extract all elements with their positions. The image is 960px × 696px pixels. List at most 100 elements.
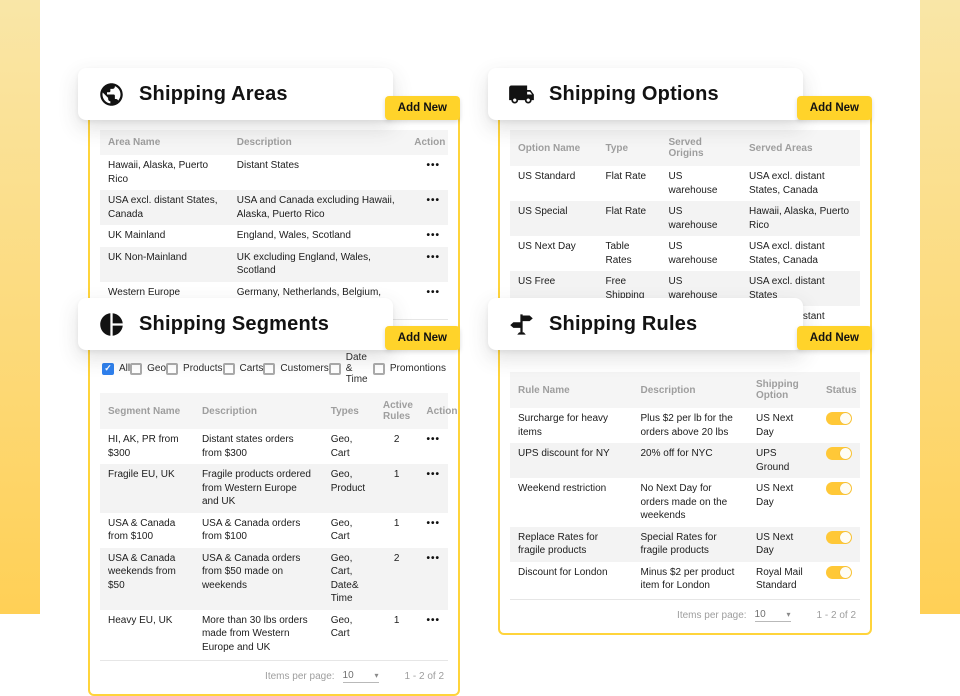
- table-row: USA & Canada weekends from $50 USA & Cana…: [100, 547, 448, 610]
- shipping-segments-card: All Geo Products Carts Customers Date & …: [88, 330, 460, 696]
- checkbox-icon[interactable]: [222, 362, 235, 375]
- shipping-segments-header: Shipping Segments: [78, 298, 393, 350]
- active-rules-count: 2: [374, 547, 419, 610]
- area-description: Distant States: [236, 160, 300, 171]
- filter-geo[interactable]: Geo: [130, 362, 166, 375]
- add-new-button[interactable]: Add New: [384, 96, 460, 120]
- pagination: Items per page: 10▾ 1 - 2 of 2: [100, 660, 448, 690]
- filter-date-time[interactable]: Date & Time: [328, 352, 373, 385]
- column-header: Segment Name: [100, 393, 194, 429]
- table-row: USA excl. distant States, Canada USA and …: [100, 190, 448, 225]
- table-row: US Standard Flat Rate US warehouse USA excl…: [510, 166, 860, 201]
- segments-table: Segment Name Description Types Active Ru…: [100, 393, 458, 659]
- rule-description: No Next Day for orders made on the weeke…: [640, 483, 728, 521]
- segment-types: Geo, Cart: [330, 517, 353, 543]
- served-areas: USA excl. distant States, Canada: [749, 241, 825, 266]
- checkbox-icon[interactable]: [166, 362, 179, 375]
- status-toggle[interactable]: [826, 447, 852, 460]
- option-type: Table Rates: [605, 241, 632, 266]
- row-actions-button[interactable]: •••: [406, 246, 448, 282]
- rule-shipping-option: UPS Ground: [748, 443, 818, 478]
- rules-table: Rule Name Description Shipping Option St…: [510, 372, 860, 597]
- active-rules-count: 1: [374, 464, 419, 513]
- option-name: US Next Day: [518, 241, 576, 252]
- add-new-button[interactable]: Add New: [796, 96, 872, 120]
- served-areas: USA excl. distant States, Canada: [749, 171, 825, 196]
- filter-all[interactable]: All: [102, 362, 130, 375]
- column-header: Area Name: [100, 130, 229, 155]
- add-new-button[interactable]: Add New: [796, 326, 872, 350]
- rule-description: Special Rates for fragile products: [632, 526, 748, 562]
- column-header: Served Origins: [660, 130, 741, 166]
- pagination-range: 1 - 2 of 2: [816, 609, 856, 621]
- status-toggle[interactable]: [826, 565, 852, 579]
- row-actions-button[interactable]: •••: [426, 286, 440, 298]
- row-actions-button[interactable]: •••: [426, 517, 440, 529]
- segment-type-filters: All Geo Products Carts Customers Date & …: [100, 352, 448, 385]
- row-actions-button[interactable]: •••: [418, 464, 448, 513]
- table-row: Fragile EU, UK Fragile products ordered f…: [100, 464, 448, 513]
- column-header: Types: [322, 393, 375, 429]
- row-actions-button[interactable]: •••: [418, 547, 448, 610]
- table-row: Surcharge for heavy items Plus $2 per lb …: [510, 408, 860, 443]
- filter-products[interactable]: Products: [166, 362, 223, 375]
- shipping-rules-header: Shipping Rules: [488, 298, 803, 350]
- filter-promotions[interactable]: Promontions: [372, 362, 446, 375]
- segment-description: Fragile products ordered from Western Eu…: [193, 464, 323, 513]
- panel-title: Shipping Options: [549, 82, 719, 105]
- table-row: USA & Canada from $100 USA & Canada order…: [100, 513, 448, 548]
- areas-table: Area Name Description Action Hawaii, Ala…: [100, 130, 448, 317]
- table-row: US Special Flat Rate US warehouse Hawaii, A…: [510, 201, 860, 236]
- shipping-rules-card: Rule Name Description Shipping Option St…: [498, 330, 872, 635]
- segment-types: Geo, Cart: [330, 614, 353, 640]
- checkbox-checked-icon[interactable]: [102, 362, 114, 375]
- table-row: Hawaii, Alaska, Puerto Rico Distant State…: [100, 155, 448, 190]
- checkbox-icon[interactable]: [372, 362, 385, 375]
- column-header: Description: [228, 130, 407, 155]
- globe-icon: [98, 81, 125, 108]
- status-toggle[interactable]: [826, 482, 852, 495]
- segment-description: Distant states orders from $300: [201, 434, 294, 459]
- row-actions-button[interactable]: •••: [406, 190, 448, 225]
- table-row: Heavy EU, UK More than 30 lbs orders made…: [100, 610, 448, 659]
- shipping-options-header: Shipping Options: [488, 68, 803, 120]
- served-origins: US warehouse: [668, 241, 718, 266]
- add-new-button[interactable]: Add New: [384, 326, 460, 350]
- panel-title: Shipping Areas: [139, 82, 288, 105]
- option-name: US Standard: [518, 171, 576, 182]
- area-name: Western Europe: [108, 286, 181, 298]
- filter-customers[interactable]: Customers: [263, 362, 329, 375]
- active-rules-count: 1: [393, 614, 400, 626]
- column-header: Rule Name: [510, 372, 633, 408]
- items-per-page-select[interactable]: 10▾: [342, 670, 379, 683]
- column-header: Shipping Option: [748, 372, 818, 408]
- row-actions-button[interactable]: •••: [426, 230, 440, 241]
- table-header-row: Area Name Description Action: [100, 130, 448, 155]
- column-header: Status: [818, 372, 860, 408]
- area-description: England, Wales, Scotland: [236, 230, 351, 241]
- status-toggle[interactable]: [826, 412, 852, 425]
- row-actions-button[interactable]: •••: [426, 614, 440, 626]
- checkbox-icon[interactable]: [328, 362, 341, 375]
- segment-description: More than 30 lbs orders made from Wester…: [201, 614, 308, 653]
- active-rules-count: 1: [393, 517, 400, 529]
- checkbox-icon[interactable]: [130, 362, 143, 375]
- status-toggle[interactable]: [826, 530, 852, 544]
- segment-description: USA & Canada orders from $50 made on wee…: [193, 547, 323, 610]
- row-actions-button[interactable]: •••: [426, 434, 440, 445]
- row-actions-button[interactable]: •••: [426, 160, 440, 171]
- column-header: Description: [193, 393, 323, 429]
- option-name: US Special: [510, 201, 598, 236]
- segment-name: USA & Canada from $100: [108, 517, 176, 543]
- column-header: Description: [632, 372, 748, 408]
- column-header: Action: [418, 393, 458, 429]
- rule-shipping-option: US Next Day: [756, 413, 794, 438]
- segment-name: Fragile EU, UK: [100, 464, 194, 513]
- items-per-page-select[interactable]: 10▾: [754, 608, 791, 622]
- area-name: USA excl. distant States, Canada: [100, 190, 229, 225]
- filter-carts[interactable]: Carts: [222, 362, 263, 375]
- rule-name: Weekend restriction: [518, 483, 607, 494]
- checkbox-icon[interactable]: [263, 362, 276, 375]
- area-name: UK Mainland: [108, 230, 166, 241]
- segment-name: Heavy EU, UK: [108, 614, 173, 626]
